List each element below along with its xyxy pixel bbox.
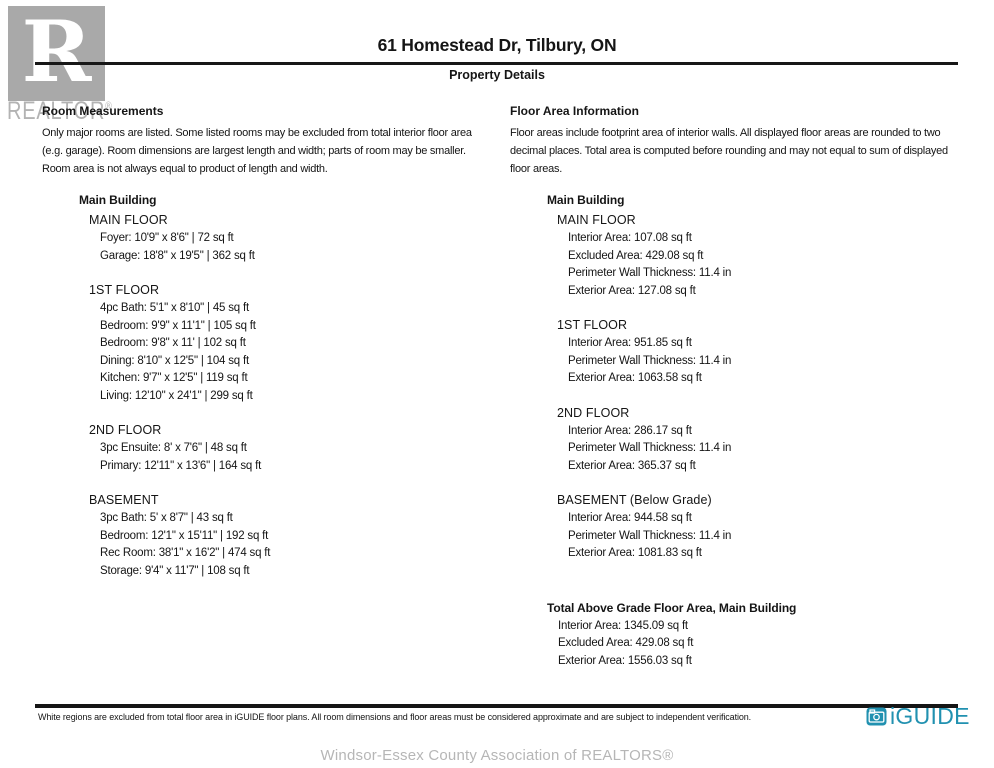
footer-disclaimer: White regions are excluded from total fl… <box>38 712 752 722</box>
area-entry: Exterior Area: 365.37 sq ft <box>568 459 696 472</box>
room-entry: Storage: 9'4" x 11'7" | 108 sq ft <box>100 564 250 577</box>
floor-name: BASEMENT (Below Grade) <box>557 493 712 507</box>
room-entry: Bedroom: 9'8" x 11' | 102 sq ft <box>100 337 246 349</box>
realtor-watermark-text: REALTOR <box>7 97 106 125</box>
room-entry: Dining: 8'10" x 12'5" | 104 sq ft <box>100 354 249 367</box>
floor-group-main-floor: MAIN FLOOR Foyer: 10'9" x 8'6" | 72 sq f… <box>79 210 270 265</box>
floor-area-description-line: decimal places. Total area is computed b… <box>510 145 948 157</box>
room-entry: Rec Room: 38'1" x 16'2" | 474 sq ft <box>100 547 271 559</box>
room-entry: Kitchen: 9'7" x 12'5" | 119 sq ft <box>100 372 248 384</box>
area-group-basement: BASEMENT (Below Grade) Interior Area: 94… <box>547 490 796 563</box>
room-entry: Garage: 18'8" x 19'5" | 362 sq ft <box>100 249 255 262</box>
area-entry: Perimeter Wall Thickness: 11.4 in <box>568 442 732 454</box>
footer-divider-line <box>35 704 958 708</box>
association-credit: Windsor-Essex County Association of REAL… <box>320 747 674 764</box>
registered-trademark-symbol: ® <box>105 100 113 113</box>
floor-group-2nd-floor: 2ND FLOOR 3pc Ensuite: 8' x 7'6" | 48 sq… <box>79 420 270 475</box>
building-name: Main Building <box>79 193 157 207</box>
floor-area-description-line: floor areas. <box>510 163 563 175</box>
floor-name: 1ST FLOOR <box>557 318 628 332</box>
area-entry: Perimeter Wall Thickness: 11.4 in <box>568 267 732 279</box>
header-divider-line <box>35 62 958 65</box>
floor-area-information-intro: Floor Area Information Floor areas inclu… <box>510 104 962 178</box>
area-entry: Exterior Area: 127.08 sq ft <box>568 284 696 297</box>
floor-area-description-line: Floor areas include footprint area of in… <box>510 127 941 139</box>
page-title: 61 Homestead Dr, Tilbury, ON <box>377 35 617 55</box>
area-group-1st-floor: 1ST FLOOR Interior Area: 951.85 sq ft Pe… <box>547 315 796 388</box>
area-entry: Excluded Area: 429.08 sq ft <box>568 249 704 262</box>
floor-name: MAIN FLOOR <box>557 213 636 227</box>
area-entry: Interior Area: 286.17 sq ft <box>568 424 692 437</box>
floor-group-1st-floor: 1ST FLOOR 4pc Bath: 5'1" x 8'10" | 45 sq… <box>79 280 270 405</box>
area-entry: Interior Area: 951.85 sq ft <box>568 337 692 349</box>
floor-area-list: Main Building MAIN FLOOR Interior Area: … <box>547 190 796 670</box>
realtor-watermark-logo: R <box>8 6 105 101</box>
room-measurements-list: Main Building MAIN FLOOR Foyer: 10'9" x … <box>79 190 270 580</box>
room-entry: 3pc Ensuite: 8' x 7'6" | 48 sq ft <box>100 442 247 454</box>
area-entry: Exterior Area: 1081.83 sq ft <box>568 547 702 559</box>
total-area-entry: Excluded Area: 429.08 sq ft <box>558 637 694 649</box>
floor-name: MAIN FLOOR <box>89 213 168 227</box>
area-entry: Interior Area: 944.58 sq ft <box>568 512 692 524</box>
total-area-entry: Exterior Area: 1556.03 sq ft <box>558 654 692 667</box>
realtor-watermark-label: REALTOR® <box>7 97 113 126</box>
iguide-camera-icon <box>866 706 887 727</box>
realtor-r-icon: R <box>21 1 92 101</box>
area-entry: Perimeter Wall Thickness: 11.4 in <box>568 529 732 542</box>
room-entry: Primary: 12'11" x 13'6" | 164 sq ft <box>100 459 262 472</box>
room-entry: 4pc Bath: 5'1" x 8'10" | 45 sq ft <box>100 302 249 314</box>
floor-name: 2ND FLOOR <box>557 405 630 420</box>
room-measurements-intro: Room Measurements Only major rooms are l… <box>42 104 494 178</box>
floor-name: 2ND FLOOR <box>89 423 162 437</box>
floor-area-information-heading: Floor Area Information <box>510 104 639 118</box>
room-entry: Bedroom: 9'9" x 11'1" | 105 sq ft <box>100 319 256 332</box>
floor-name: 1ST FLOOR <box>89 283 160 297</box>
floor-group-basement: BASEMENT 3pc Bath: 5' x 8'7" | 43 sq ft … <box>79 490 270 580</box>
room-measurements-heading: Room Measurements <box>42 104 164 118</box>
total-area-entry: Interior Area: 1345.09 sq ft <box>558 619 688 632</box>
total-above-grade-heading: Total Above Grade Floor Area, Main Build… <box>547 600 797 615</box>
area-group-2nd-floor: 2ND FLOOR Interior Area: 286.17 sq ft Pe… <box>547 403 796 476</box>
area-entry: Interior Area: 107.08 sq ft <box>568 232 692 244</box>
room-entry: Bedroom: 12'1" x 15'11" | 192 sq ft <box>100 529 269 542</box>
floor-name: BASEMENT <box>89 493 159 507</box>
area-entry: Perimeter Wall Thickness: 11.4 in <box>568 354 732 367</box>
iguide-brand-text: iGUIDE <box>890 703 970 729</box>
page-subtitle: Property Details <box>449 68 545 82</box>
iguide-logo: iGUIDE <box>866 705 970 728</box>
area-group-main-floor: MAIN FLOOR Interior Area: 107.08 sq ft E… <box>547 210 796 300</box>
room-entry: Living: 12'10" x 24'1" | 299 sq ft <box>100 389 253 402</box>
room-measurements-description-line: (e.g. garage). Room dimensions are large… <box>42 145 466 157</box>
room-entry: 3pc Bath: 5' x 8'7" | 43 sq ft <box>100 512 233 524</box>
room-entry: Foyer: 10'9" x 8'6" | 72 sq ft <box>100 232 234 244</box>
total-above-grade-block: Total Above Grade Floor Area, Main Build… <box>547 598 796 671</box>
building-name: Main Building <box>547 193 625 207</box>
room-measurements-description-line: Room area is not always equal to product… <box>42 163 328 175</box>
room-measurements-description-line: Only major rooms are listed. Some listed… <box>42 127 472 139</box>
area-entry: Exterior Area: 1063.58 sq ft <box>568 372 702 384</box>
